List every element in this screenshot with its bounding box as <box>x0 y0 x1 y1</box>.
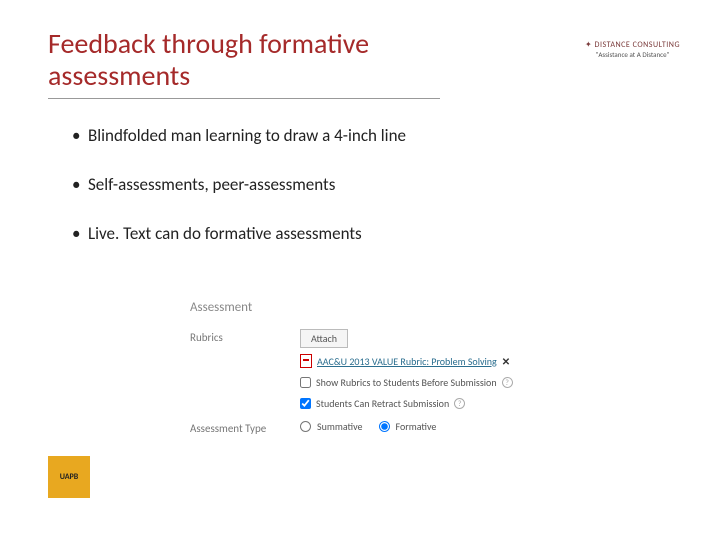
remove-rubric-icon[interactable]: ✕ <box>502 355 510 368</box>
formative-radio[interactable] <box>379 421 390 432</box>
summative-radio[interactable] <box>300 421 311 432</box>
uapb-badge: UAPB <box>48 456 90 498</box>
show-rubrics-row: Show Rubrics to Students Before Submissi… <box>300 376 670 389</box>
bullet-list: Blindfolded man learning to draw a 4-inc… <box>0 99 720 244</box>
attach-button[interactable]: Attach <box>300 329 348 348</box>
retract-row: Students Can Retract Submission ? <box>300 397 670 410</box>
assessment-type-label: Assessment Type <box>190 420 300 435</box>
bullet-item: Self-assessments, peer-assessments <box>72 174 720 195</box>
assessment-heading: Assessment <box>190 300 670 315</box>
logo-line1: ✦ DISTANCE CONSULTING <box>585 40 680 50</box>
show-rubrics-label: Show Rubrics to Students Before Submissi… <box>316 376 497 389</box>
rubric-attachment: AAC&U 2013 VALUE Rubric: Problem Solving… <box>300 354 670 368</box>
slide-title: Feedback through formative assessments <box>48 28 440 99</box>
rubrics-label: Rubrics <box>190 329 300 344</box>
assessment-panel: Assessment Rubrics Attach AAC&U 2013 VAL… <box>190 300 670 445</box>
pdf-icon <box>300 354 312 368</box>
rubric-link[interactable]: AAC&U 2013 VALUE Rubric: Problem Solving <box>317 355 497 368</box>
distance-consulting-logo: ✦ DISTANCE CONSULTING "Assistance at A D… <box>585 40 680 59</box>
rubrics-row: Rubrics Attach AAC&U 2013 VALUE Rubric: … <box>190 329 670 410</box>
help-icon[interactable]: ? <box>454 398 465 409</box>
summative-label: Summative <box>317 420 363 433</box>
show-rubrics-checkbox[interactable] <box>300 377 311 388</box>
help-icon[interactable]: ? <box>502 377 513 388</box>
retract-checkbox[interactable] <box>300 398 311 409</box>
retract-label: Students Can Retract Submission <box>316 397 449 410</box>
badge-text: UAPB <box>60 473 79 481</box>
formative-label: Formative <box>396 420 437 433</box>
bullet-item: Blindfolded man learning to draw a 4-inc… <box>72 125 720 146</box>
assessment-type-row: Assessment Type Summative Formative <box>190 420 670 435</box>
logo-line2: "Assistance at A Distance" <box>585 50 680 59</box>
bullet-item: Live. Text can do formative assessments <box>72 223 720 244</box>
